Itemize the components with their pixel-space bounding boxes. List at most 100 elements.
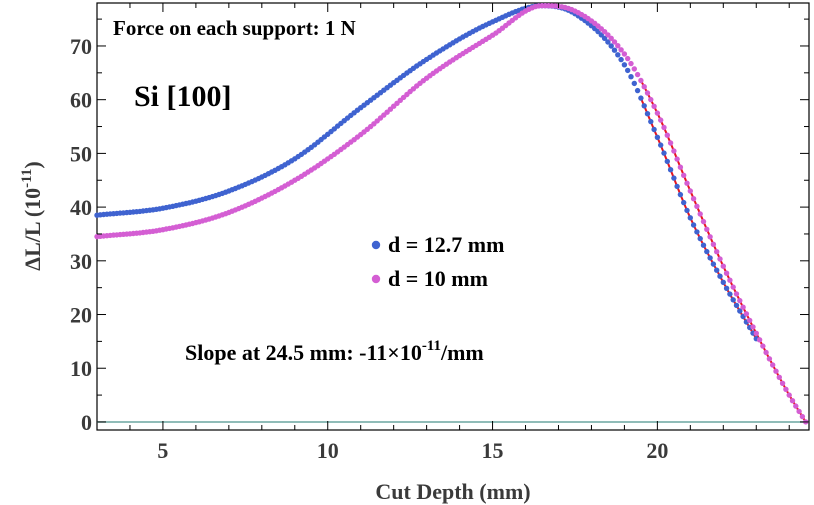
data-point-1 bbox=[714, 249, 720, 255]
data-point-0 bbox=[694, 229, 700, 235]
data-point-1 bbox=[694, 203, 700, 209]
data-point-1 bbox=[740, 304, 746, 310]
series-markers bbox=[94, 2, 809, 425]
slope-annotation: Slope at 24.5 mm: -11×10-11/mm bbox=[185, 338, 484, 365]
data-point-1 bbox=[743, 311, 750, 317]
data-point-1 bbox=[608, 35, 614, 41]
data-point-0 bbox=[687, 215, 693, 221]
x-tick-label: 15 bbox=[482, 438, 504, 463]
data-point-1 bbox=[611, 39, 618, 45]
force-annotation: Force on each support: 1 N bbox=[113, 16, 356, 40]
legend-label-d-10: d = 10 mm bbox=[388, 266, 488, 291]
data-point-0 bbox=[730, 297, 736, 303]
y-tick-label: 40 bbox=[70, 195, 92, 220]
data-point-1 bbox=[789, 398, 796, 404]
legend-marker-d-12-7 bbox=[371, 240, 381, 250]
data-point-0 bbox=[621, 62, 628, 68]
x-tick-label: 5 bbox=[157, 438, 168, 463]
data-point-0 bbox=[667, 167, 674, 173]
legend-marker-d-10 bbox=[371, 274, 381, 284]
data-point-0 bbox=[644, 111, 651, 117]
data-point-0 bbox=[723, 285, 730, 291]
data-point-0 bbox=[737, 308, 743, 314]
data-point-1 bbox=[763, 349, 769, 356]
data-point-0 bbox=[697, 235, 703, 242]
data-point-1 bbox=[674, 156, 680, 162]
data-point-0 bbox=[605, 39, 611, 45]
data-point-1 bbox=[747, 317, 753, 324]
data-point-1 bbox=[753, 330, 759, 336]
data-point-0 bbox=[684, 207, 690, 214]
data-point-1 bbox=[723, 270, 730, 276]
data-point-1 bbox=[641, 84, 647, 90]
data-point-1 bbox=[770, 362, 776, 368]
data-point-1 bbox=[796, 408, 802, 415]
y-axis-title: ΔL/L (10-11) bbox=[19, 161, 45, 270]
x-tick-label: 10 bbox=[317, 438, 339, 463]
data-point-1 bbox=[717, 256, 723, 262]
y-tick-label: 60 bbox=[70, 88, 92, 113]
data-point-0 bbox=[671, 175, 677, 181]
axis-ticks: 5 10 15 20 0 10 20 30 40 50 60 70 bbox=[70, 3, 809, 463]
x-axis-title: Cut Depth (mm) bbox=[375, 479, 530, 504]
data-point-0 bbox=[717, 273, 723, 279]
y-tick-label: 10 bbox=[70, 356, 92, 381]
data-point-1 bbox=[651, 103, 657, 110]
data-point-1 bbox=[667, 140, 674, 146]
data-point-0 bbox=[608, 43, 614, 49]
data-point-0 bbox=[654, 134, 661, 140]
data-point-1 bbox=[658, 117, 664, 123]
data-point-1 bbox=[710, 241, 717, 247]
data-point-1 bbox=[671, 148, 677, 154]
data-point-0 bbox=[664, 158, 670, 165]
data-point-1 bbox=[638, 77, 644, 84]
data-point-0 bbox=[618, 56, 624, 63]
data-point-1 bbox=[634, 71, 641, 78]
data-point-1 bbox=[618, 47, 624, 53]
data-point-1 bbox=[615, 43, 621, 49]
data-point-1 bbox=[700, 218, 707, 225]
data-point-0 bbox=[674, 183, 680, 190]
data-point-1 bbox=[737, 297, 743, 304]
legend: d = 12.7 mm d = 10 mm bbox=[371, 232, 504, 291]
data-point-1 bbox=[707, 234, 713, 240]
data-point-1 bbox=[760, 343, 766, 349]
data-point-0 bbox=[631, 80, 637, 87]
y-tick-label: 70 bbox=[70, 34, 92, 59]
data-point-1 bbox=[750, 324, 756, 330]
data-point-0 bbox=[628, 74, 634, 80]
data-point-0 bbox=[727, 291, 733, 297]
data-point-1 bbox=[727, 277, 733, 283]
data-point-0 bbox=[661, 150, 667, 156]
data-point-0 bbox=[651, 126, 657, 133]
data-point-1 bbox=[799, 413, 806, 420]
data-point-1 bbox=[677, 164, 684, 170]
data-point-0 bbox=[700, 242, 707, 248]
data-point-1 bbox=[697, 211, 703, 217]
data-point-0 bbox=[677, 191, 684, 198]
data-point-1 bbox=[684, 180, 690, 186]
data-point-0 bbox=[733, 302, 740, 309]
data-point-1 bbox=[648, 96, 654, 103]
data-point-1 bbox=[756, 337, 763, 343]
y-tick-label: 30 bbox=[70, 249, 92, 274]
data-point-0 bbox=[681, 199, 687, 206]
data-point-0 bbox=[648, 118, 654, 125]
data-point-0 bbox=[615, 52, 621, 58]
data-point-1 bbox=[783, 386, 789, 392]
data-point-1 bbox=[661, 124, 667, 131]
data-point-1 bbox=[664, 132, 670, 138]
data-point-0 bbox=[641, 103, 647, 109]
x-tick-label: 20 bbox=[646, 438, 668, 463]
data-point-1 bbox=[625, 55, 631, 62]
data-point-1 bbox=[733, 291, 740, 297]
data-point-1 bbox=[654, 110, 661, 116]
data-point-0 bbox=[625, 67, 631, 74]
data-point-1 bbox=[605, 32, 611, 38]
data-point-1 bbox=[776, 374, 782, 380]
data-point-1 bbox=[766, 356, 773, 362]
y-tick-label: 0 bbox=[81, 410, 92, 435]
data-point-1 bbox=[628, 60, 634, 67]
data-point-1 bbox=[704, 226, 710, 232]
